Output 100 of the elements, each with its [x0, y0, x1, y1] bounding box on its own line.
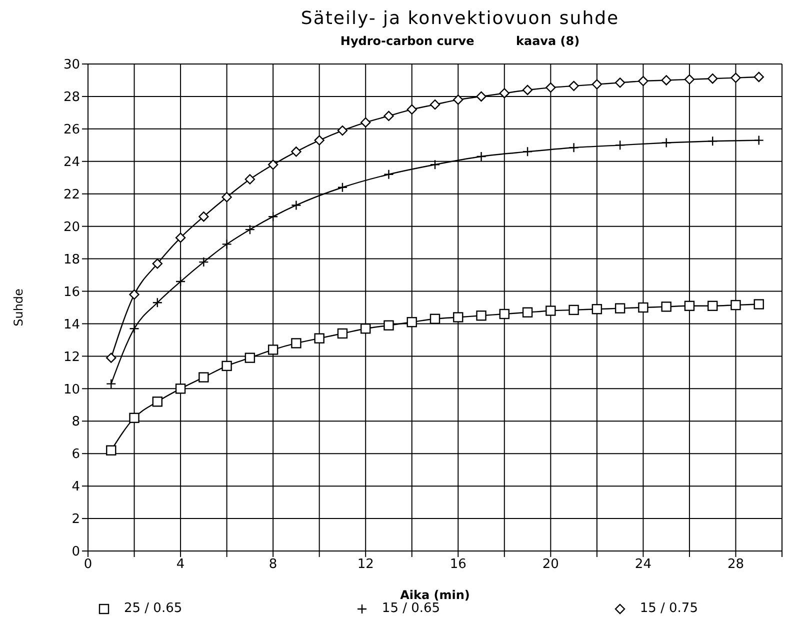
point	[222, 239, 232, 250]
point	[360, 117, 371, 128]
point	[198, 256, 209, 268]
y-tick-label: 16	[63, 284, 80, 300]
x-tick-label: 20	[542, 557, 559, 572]
point	[175, 384, 186, 394]
point	[268, 344, 278, 355]
point	[268, 160, 278, 170]
point	[661, 75, 672, 86]
point	[337, 328, 348, 339]
point	[522, 307, 533, 318]
point	[708, 300, 718, 311]
x-tick-label: 16	[450, 557, 466, 572]
point	[198, 372, 209, 382]
point	[314, 135, 324, 146]
point	[638, 302, 648, 313]
point	[129, 412, 140, 423]
x-tick-label: 8	[268, 557, 278, 572]
point	[476, 151, 486, 162]
x-axis-title: Aika (min)	[400, 588, 470, 602]
y-tick-label: 14	[63, 317, 80, 332]
point	[244, 174, 256, 184]
point	[638, 76, 648, 86]
y-tick-label: 24	[63, 155, 80, 170]
point	[106, 378, 116, 389]
y-tick-label: 28	[63, 90, 80, 106]
legend-label: 15 / 0.65	[382, 601, 440, 616]
point	[453, 94, 464, 105]
chart-subtitle: Hydro-carbon curve kaava (8)	[339, 34, 581, 50]
point	[568, 80, 579, 92]
point	[430, 160, 440, 170]
point	[708, 74, 718, 84]
point	[337, 182, 348, 192]
point	[684, 74, 695, 85]
point	[291, 146, 302, 157]
point	[592, 304, 602, 314]
point	[476, 310, 486, 321]
y-tick-label: 10	[63, 382, 80, 398]
point	[152, 258, 162, 269]
x-tick-label: 0	[84, 557, 92, 572]
point	[754, 72, 764, 82]
point	[129, 324, 140, 334]
point	[614, 303, 626, 314]
y-tick-label: 2	[72, 512, 80, 528]
point	[522, 84, 533, 96]
point	[453, 312, 464, 322]
point	[384, 320, 394, 330]
point	[406, 104, 417, 115]
point	[244, 352, 256, 363]
point	[406, 317, 417, 328]
point	[499, 308, 510, 320]
chart-title: Säteily- ja konvektiovuon suhde	[300, 8, 620, 31]
point	[198, 211, 209, 222]
point	[546, 306, 556, 316]
point	[384, 169, 394, 180]
y-tick-label: 22	[63, 187, 80, 202]
y-axis-title: Suhde	[11, 288, 26, 326]
point	[244, 224, 256, 235]
y-tick-label: 12	[63, 350, 80, 365]
x-tick-label: 24	[634, 557, 652, 572]
point	[106, 352, 116, 363]
point	[175, 232, 186, 243]
point	[568, 304, 579, 316]
point	[614, 78, 626, 88]
point	[614, 140, 626, 150]
point	[129, 289, 140, 300]
point	[337, 125, 348, 136]
y-tick-label: 4	[72, 480, 80, 495]
point	[730, 300, 741, 310]
point	[222, 360, 232, 372]
y-tick-label: 18	[63, 252, 80, 268]
point	[222, 192, 232, 202]
point	[291, 338, 302, 348]
x-tick-label: 4	[176, 557, 185, 572]
legend-label: 25 / 0.65	[124, 601, 182, 616]
point	[106, 445, 116, 456]
x-tick-label: 28	[727, 557, 744, 572]
point	[175, 276, 186, 287]
point	[730, 72, 741, 83]
y-tick-label: 26	[63, 122, 80, 138]
point	[384, 110, 394, 122]
point	[499, 88, 510, 98]
point	[568, 142, 579, 153]
point	[152, 396, 162, 407]
point	[314, 333, 324, 344]
point	[661, 138, 672, 148]
point	[360, 324, 371, 334]
point	[430, 314, 440, 324]
y-tick-label: 6	[72, 447, 80, 462]
point	[708, 136, 718, 146]
point	[476, 91, 486, 102]
point	[592, 79, 602, 90]
point	[661, 302, 672, 312]
point	[754, 135, 764, 146]
legend-label: 15 / 0.75	[640, 601, 698, 616]
y-tick-label: 30	[63, 58, 80, 73]
point	[430, 99, 440, 110]
point	[268, 211, 278, 222]
point	[754, 299, 764, 310]
y-tick-label: 8	[72, 414, 80, 430]
